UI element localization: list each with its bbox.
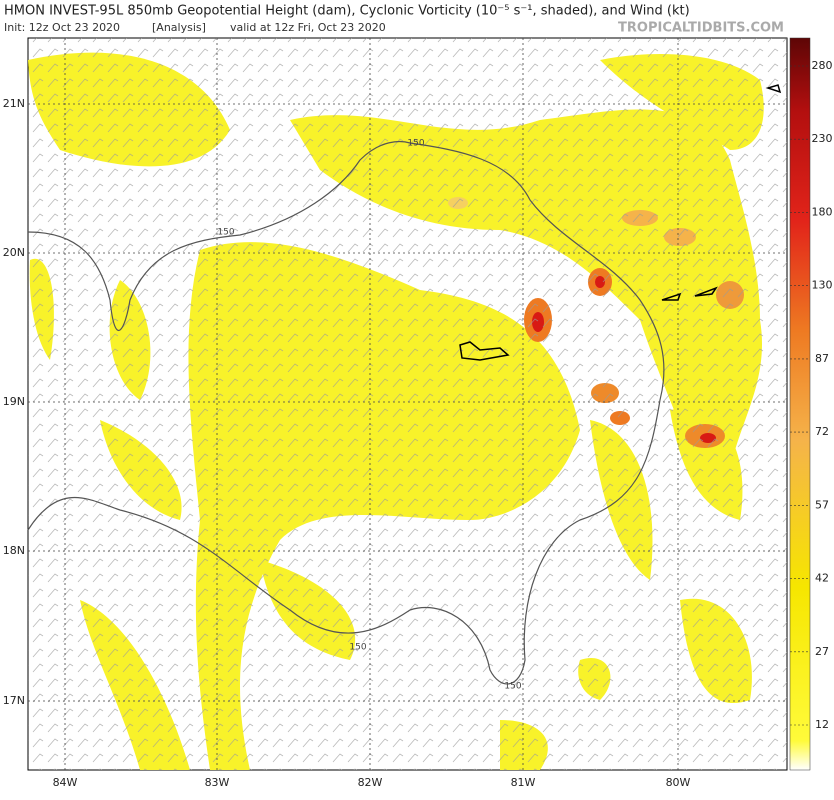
- wind-barbs: [28, 38, 787, 770]
- lon-label: 80W: [666, 776, 691, 789]
- coastlines: [459, 84, 782, 361]
- valid-time: valid at 12z Fri, Oct 23 2020: [230, 21, 386, 34]
- colorbar-label: 72: [815, 425, 829, 438]
- colorbar-label: 230: [812, 132, 833, 145]
- colorbar-label: 280: [812, 59, 833, 72]
- height-contours: [27, 140, 665, 685]
- lat-label: 19N: [3, 395, 25, 408]
- lat-label: 20N: [3, 246, 25, 259]
- contour-labels: 150 150 150 150: [217, 139, 521, 692]
- colorbar-labels: 280 230 180 130 87 72 57 42 27 12: [790, 59, 833, 731]
- watermark: TROPICALTIDBITS.COM: [618, 21, 784, 36]
- lon-label: 84W: [53, 776, 78, 789]
- lon-label: 83W: [205, 776, 230, 789]
- contour-label: 150: [349, 643, 366, 653]
- analysis-tag: [Analysis]: [152, 21, 206, 34]
- colorbar-label: 27: [815, 645, 829, 658]
- colorbar: 280 230 180 130 87 72 57 42 27 12: [789, 37, 833, 771]
- init-time: Init: 12z Oct 23 2020: [4, 21, 120, 34]
- lon-label: 81W: [511, 776, 536, 789]
- colorbar-label: 57: [815, 498, 829, 511]
- map-area: 150 150 150 150: [27, 37, 788, 771]
- colorbar-label: 87: [815, 352, 829, 365]
- colorbar-scale: [789, 37, 811, 771]
- lat-label: 17N: [3, 694, 25, 707]
- lat-label: 21N: [3, 97, 25, 110]
- colorbar-label: 12: [815, 718, 829, 731]
- axis-labels: 84W 83W 82W 81W 80W 21N 20N 19N 18N 17N: [3, 97, 691, 789]
- contour-label: 150: [504, 682, 521, 692]
- contour-label: 150: [217, 228, 234, 238]
- graticule: [28, 38, 787, 770]
- colorbar-label: 42: [815, 572, 829, 585]
- title: HMON INVEST-95L 850mb Geopotential Heigh…: [4, 4, 690, 19]
- colorbar-label: 130: [812, 279, 833, 292]
- lon-label: 82W: [358, 776, 383, 789]
- lat-label: 18N: [3, 544, 25, 557]
- colorbar-label: 180: [812, 205, 833, 218]
- contour-label: 150: [407, 139, 424, 149]
